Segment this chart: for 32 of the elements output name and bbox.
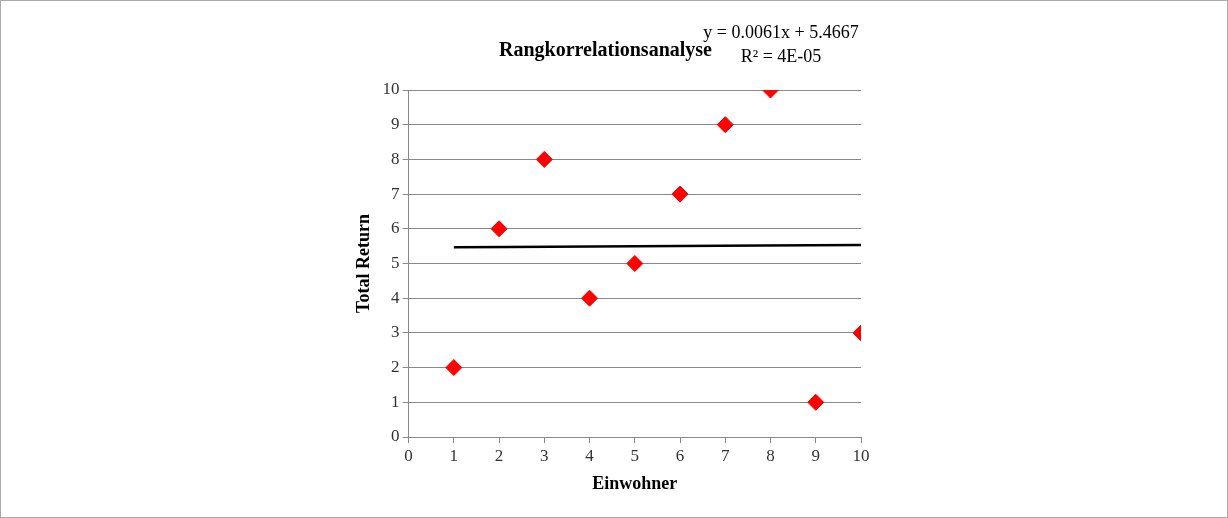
x-tick-label: 3 [540,445,549,465]
x-tick-label: 1 [449,445,459,465]
y-tick-label: 0 [391,426,400,446]
point [626,255,644,272]
point [535,150,553,168]
y-tick-label: 5 [391,252,400,272]
point [807,393,825,411]
y-tick-label: 3 [391,322,400,342]
y-tick-label: 8 [391,148,400,168]
x-tick-label: 4 [585,445,595,465]
x-tick-label: 2 [494,445,504,465]
y-tick-label: 6 [391,218,400,238]
point [581,289,599,307]
x-tick-label: 6 [675,445,685,465]
x-tick-label: 5 [630,445,640,465]
text: R² = 4E-05 [740,45,822,66]
y-tick-label: 2 [391,357,400,377]
y-tick-label: 1 [391,391,400,411]
y-tick-label: 7 [391,183,401,203]
point [445,359,463,377]
point [671,185,689,203]
y-tick-label: 9 [391,114,400,134]
point [490,220,508,238]
x-tick-label: 8 [766,445,775,465]
x-tick-label: 7 [721,445,731,465]
x-tick-label: 10 [852,445,870,465]
y-tick-label: 10 [382,79,400,99]
point [716,116,734,134]
x-axis-title: Einwohner [592,472,678,493]
y-axis-title: Total Return [353,214,374,313]
y-tick-label: 4 [391,287,401,307]
x-tick-label: 9 [811,445,821,465]
